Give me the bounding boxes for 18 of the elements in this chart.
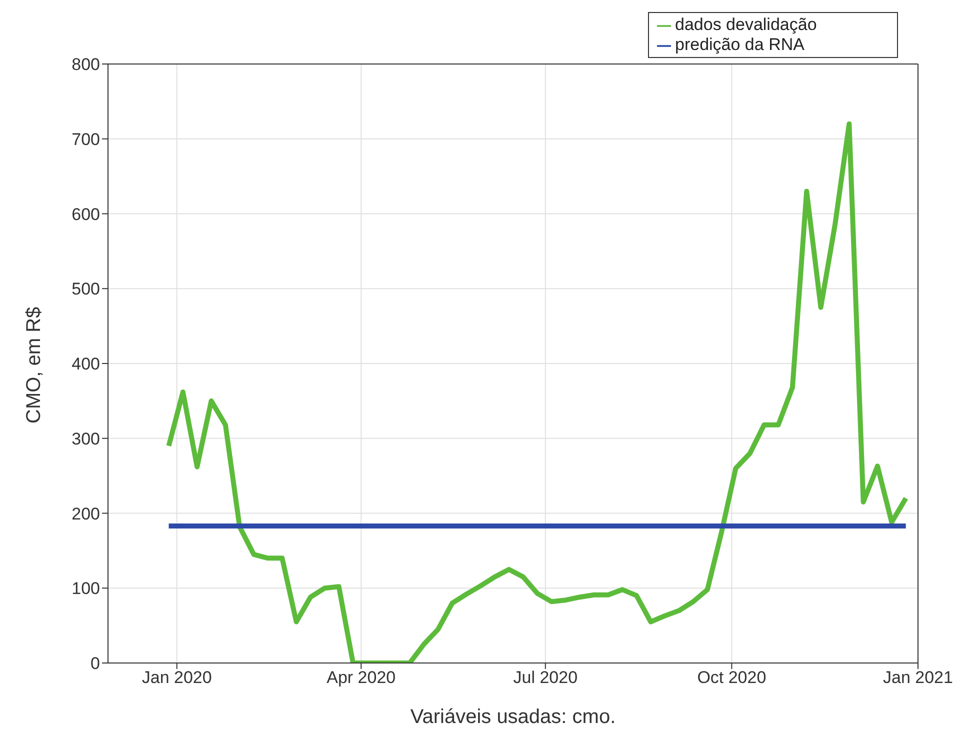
y-tick-label: 0	[90, 654, 100, 674]
y-tick-label: 300	[72, 429, 100, 448]
y-tick-label: 200	[72, 504, 100, 524]
x-tick-label: Jan 2021	[883, 668, 953, 688]
x-tick-label: Jul 2020	[513, 668, 578, 688]
legend-label: dados devalidação	[675, 15, 817, 34]
y-tick-label: 500	[72, 280, 100, 299]
y-tick-label: 800	[72, 55, 100, 74]
y-tick-label: 400	[72, 354, 100, 374]
x-tick-label: Apr 2020	[326, 668, 396, 688]
x-tick-label: Oct 2020	[697, 668, 766, 688]
y-tick-label: 100	[72, 579, 100, 598]
y-tick-label: 600	[72, 204, 100, 224]
y-axis-title: CMO, em R$	[23, 306, 46, 424]
x-tick-label: Jan 2020	[142, 668, 212, 688]
y-tick-label: 700	[72, 130, 100, 149]
legend-label: predição da RNA	[675, 35, 804, 54]
x-axis-title: Variáveis usadas: cmo.	[410, 706, 616, 728]
